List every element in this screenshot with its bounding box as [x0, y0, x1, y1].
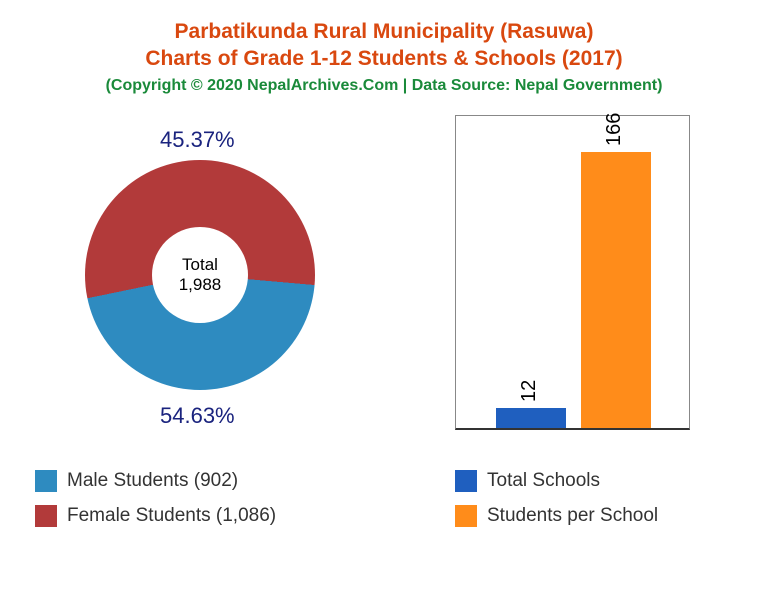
donut-center: Total 1,988	[152, 227, 248, 323]
chart-header: Parbatikunda Rural Municipality (Rasuwa)…	[0, 0, 768, 95]
donut-center-top: Total	[182, 255, 218, 275]
male-pct-label: 45.37%	[160, 127, 235, 153]
legend-right-1: Students per School	[455, 505, 658, 527]
legend-left-0: Male Students (902)	[35, 470, 238, 492]
legend-swatch	[455, 505, 477, 527]
legend-right-0: Total Schools	[455, 470, 600, 492]
legend-swatch	[455, 470, 477, 492]
subtitle: (Copyright © 2020 NepalArchives.Com | Da…	[0, 77, 768, 95]
title-line-2: Charts of Grade 1-12 Students & Schools …	[0, 45, 768, 72]
legend-swatch	[35, 505, 57, 527]
legend-text: Male Students (902)	[67, 470, 238, 491]
donut-center-bottom: 1,988	[179, 275, 222, 295]
legend-text: Total Schools	[487, 470, 600, 491]
legend-left-1: Female Students (1,086)	[35, 505, 276, 527]
bar	[581, 152, 651, 427]
legend-swatch	[35, 470, 57, 492]
legend-text: Students per School	[487, 505, 658, 526]
legend-text: Female Students (1,086)	[67, 505, 276, 526]
donut-chart: Total 1,988 45.37% 54.63%	[60, 135, 340, 415]
charts-area: Total 1,988 45.37% 54.63% 12 166 Male Stu…	[0, 115, 768, 555]
bar-chart: 12 166	[455, 115, 690, 430]
bar-value-label: 166	[603, 113, 626, 146]
bar	[496, 408, 566, 428]
title-line-1: Parbatikunda Rural Municipality (Rasuwa)	[0, 18, 768, 45]
bar-value-label: 12	[518, 379, 541, 401]
female-pct-label: 54.63%	[160, 403, 235, 429]
